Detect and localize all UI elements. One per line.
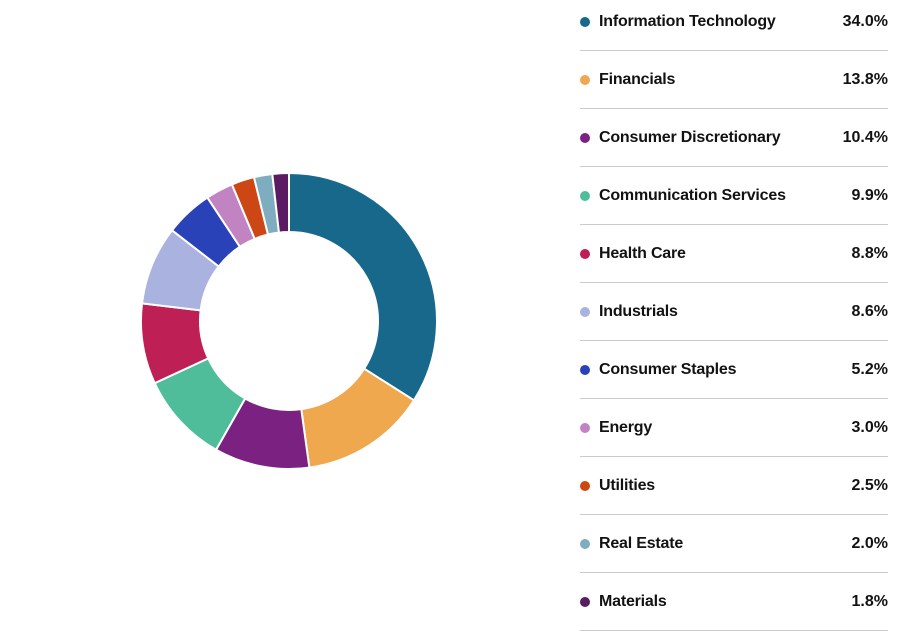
legend-sector-value: 13.8% [842,70,888,88]
legend-row-materials: Materials 1.8% [580,573,888,631]
legend-sector-value: 5.2% [851,360,888,378]
legend-color-dot-icon [580,480,590,491]
slice-information-technology[interactable] [288,172,438,402]
legend-sector-label: Consumer Staples [599,360,737,378]
legend-color-dot-icon [580,596,590,607]
legend-sector-label: Materials [599,592,667,610]
legend-sector-value: 2.5% [851,476,888,494]
legend-color-dot-icon [580,132,590,143]
legend-row-communication-services: Communication Services 9.9% [580,167,888,225]
legend-sector-label: Utilities [599,476,655,494]
legend-row-information-technology: Information Technology 34.0% [580,0,888,51]
legend-color-dot-icon [580,16,590,27]
legend-color-dot-icon [580,538,590,549]
legend-sector-label: Communication Services [599,186,786,204]
legend-color-dot-icon [580,306,590,317]
legend-sector-label: Financials [599,70,676,88]
legend-sector-label: Information Technology [599,12,776,30]
legend-row-consumer-staples: Consumer Staples 5.2% [580,341,888,399]
legend-row-utilities: Utilities 2.5% [580,457,888,515]
legend-sector-label: Industrials [599,302,678,320]
legend-sector-value: 34.0% [842,12,888,30]
legend-row-real-estate: Real Estate 2.0% [580,515,888,573]
legend-sector-label: Consumer Discretionary [599,128,781,146]
sector-allocation-donut-chart [139,171,439,471]
legend-color-dot-icon [580,74,590,85]
legend-sector-label: Real Estate [599,534,684,552]
legend-row-financials: Financials 13.8% [580,51,888,109]
legend-color-dot-icon [580,364,590,375]
legend-color-dot-icon [580,190,590,201]
legend-row-industrials: Industrials 8.6% [580,283,888,341]
legend-row-health-care: Health Care 8.8% [580,225,888,283]
legend-sector-value: 10.4% [842,128,888,146]
legend-sector-value: 9.9% [851,186,888,204]
legend-color-dot-icon [580,422,590,433]
slice-materials[interactable] [271,172,290,234]
legend-sector-value: 3.0% [851,418,888,436]
legend-sector-value: 8.8% [851,244,888,262]
sector-legend: Information Technology 34.0% Financials … [580,0,888,631]
donut-chart [139,172,438,470]
legend-row-consumer-discretionary: Consumer Discretionary 10.4% [580,109,888,167]
legend-sector-value: 1.8% [851,592,888,610]
legend-sector-value: 2.0% [851,534,888,552]
legend-sector-label: Health Care [599,244,686,262]
legend-sector-label: Energy [599,418,653,436]
legend-sector-value: 8.6% [851,302,888,320]
legend-row-energy: Energy 3.0% [580,399,888,457]
legend-color-dot-icon [580,248,590,259]
